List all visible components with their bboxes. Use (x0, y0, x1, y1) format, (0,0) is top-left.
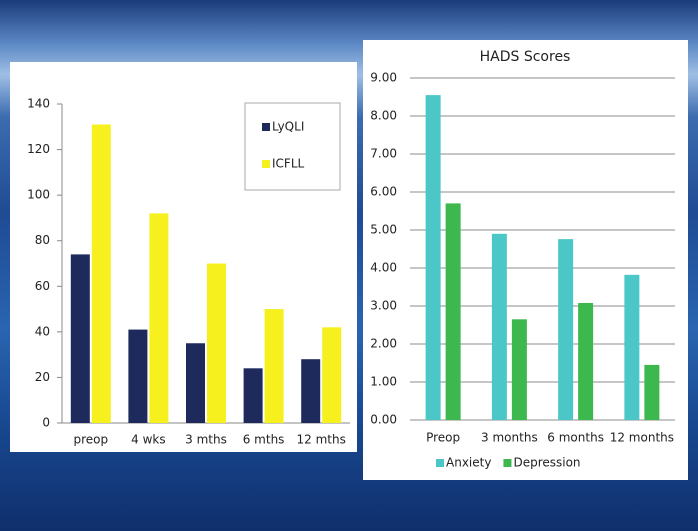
bar (578, 303, 593, 420)
page: HADS Scores 0 20 40 60 80 100 120 140 preop 4 wks… (0, 0, 698, 531)
y-tick-label: 0.00 (370, 413, 397, 427)
y-tick-label: 2.00 (370, 337, 397, 351)
y-tick-label: 6.00 (370, 185, 397, 199)
y-tick-label: 140 (27, 97, 50, 111)
x-tick-label: preop (73, 433, 108, 447)
bar (301, 359, 320, 423)
y-tick-label: 8.00 (370, 109, 397, 123)
bar (512, 319, 527, 420)
legend-swatch (436, 459, 444, 467)
legend-swatch (262, 160, 270, 168)
x-tick-label: 6 months (547, 431, 604, 445)
legend-swatch (262, 123, 270, 131)
bar (446, 203, 461, 420)
bar (207, 264, 226, 424)
y-tick-label: 7.00 (370, 147, 397, 161)
x-tick-label: 3 mths (185, 433, 227, 447)
y-tick-label: 4.00 (370, 261, 397, 275)
y-tick-label: 40 (35, 324, 50, 338)
legend-label: ICFLL (272, 157, 305, 171)
bar (149, 213, 168, 423)
bar (426, 95, 441, 420)
y-tick-label: 0 (42, 416, 50, 430)
y-tick-label: 60 (35, 279, 50, 293)
bar (265, 309, 284, 423)
bar (624, 275, 639, 420)
bar (71, 254, 90, 423)
legend-swatch (503, 459, 511, 467)
chart-title: HADS Scores (480, 49, 571, 65)
bar (186, 343, 205, 423)
y-tick-label: 120 (27, 142, 50, 156)
y-tick-label: 20 (35, 370, 50, 384)
x-tick-label: 12 mths (297, 433, 346, 447)
legend-label: Anxiety (446, 456, 491, 470)
bar (128, 330, 147, 423)
legend-label: Depression (513, 456, 580, 470)
y-tick-label: 9.00 (370, 71, 397, 85)
legend-label: LyQLI (272, 120, 304, 134)
bar (244, 368, 263, 423)
y-tick-label: 1.00 (370, 375, 397, 389)
x-tick-label: 3 months (481, 431, 538, 445)
y-tick-label: 100 (27, 188, 50, 202)
charts: HADS Scores 0 20 40 60 80 100 120 140 preop 4 wks… (0, 0, 698, 531)
x-tick-label: 12 months (610, 431, 674, 445)
y-tick-label: 5.00 (370, 223, 397, 237)
x-tick-label: 4 wks (131, 433, 165, 447)
y-tick-label: 3.00 (370, 299, 397, 313)
bar (558, 239, 573, 420)
y-tick-label: 80 (35, 233, 50, 247)
bar (322, 327, 341, 423)
x-tick-label: Preop (426, 431, 460, 445)
bar (92, 125, 111, 423)
bar (644, 365, 659, 420)
legend-box (245, 103, 340, 190)
x-tick-label: 6 mths (243, 433, 285, 447)
bar (492, 234, 507, 420)
